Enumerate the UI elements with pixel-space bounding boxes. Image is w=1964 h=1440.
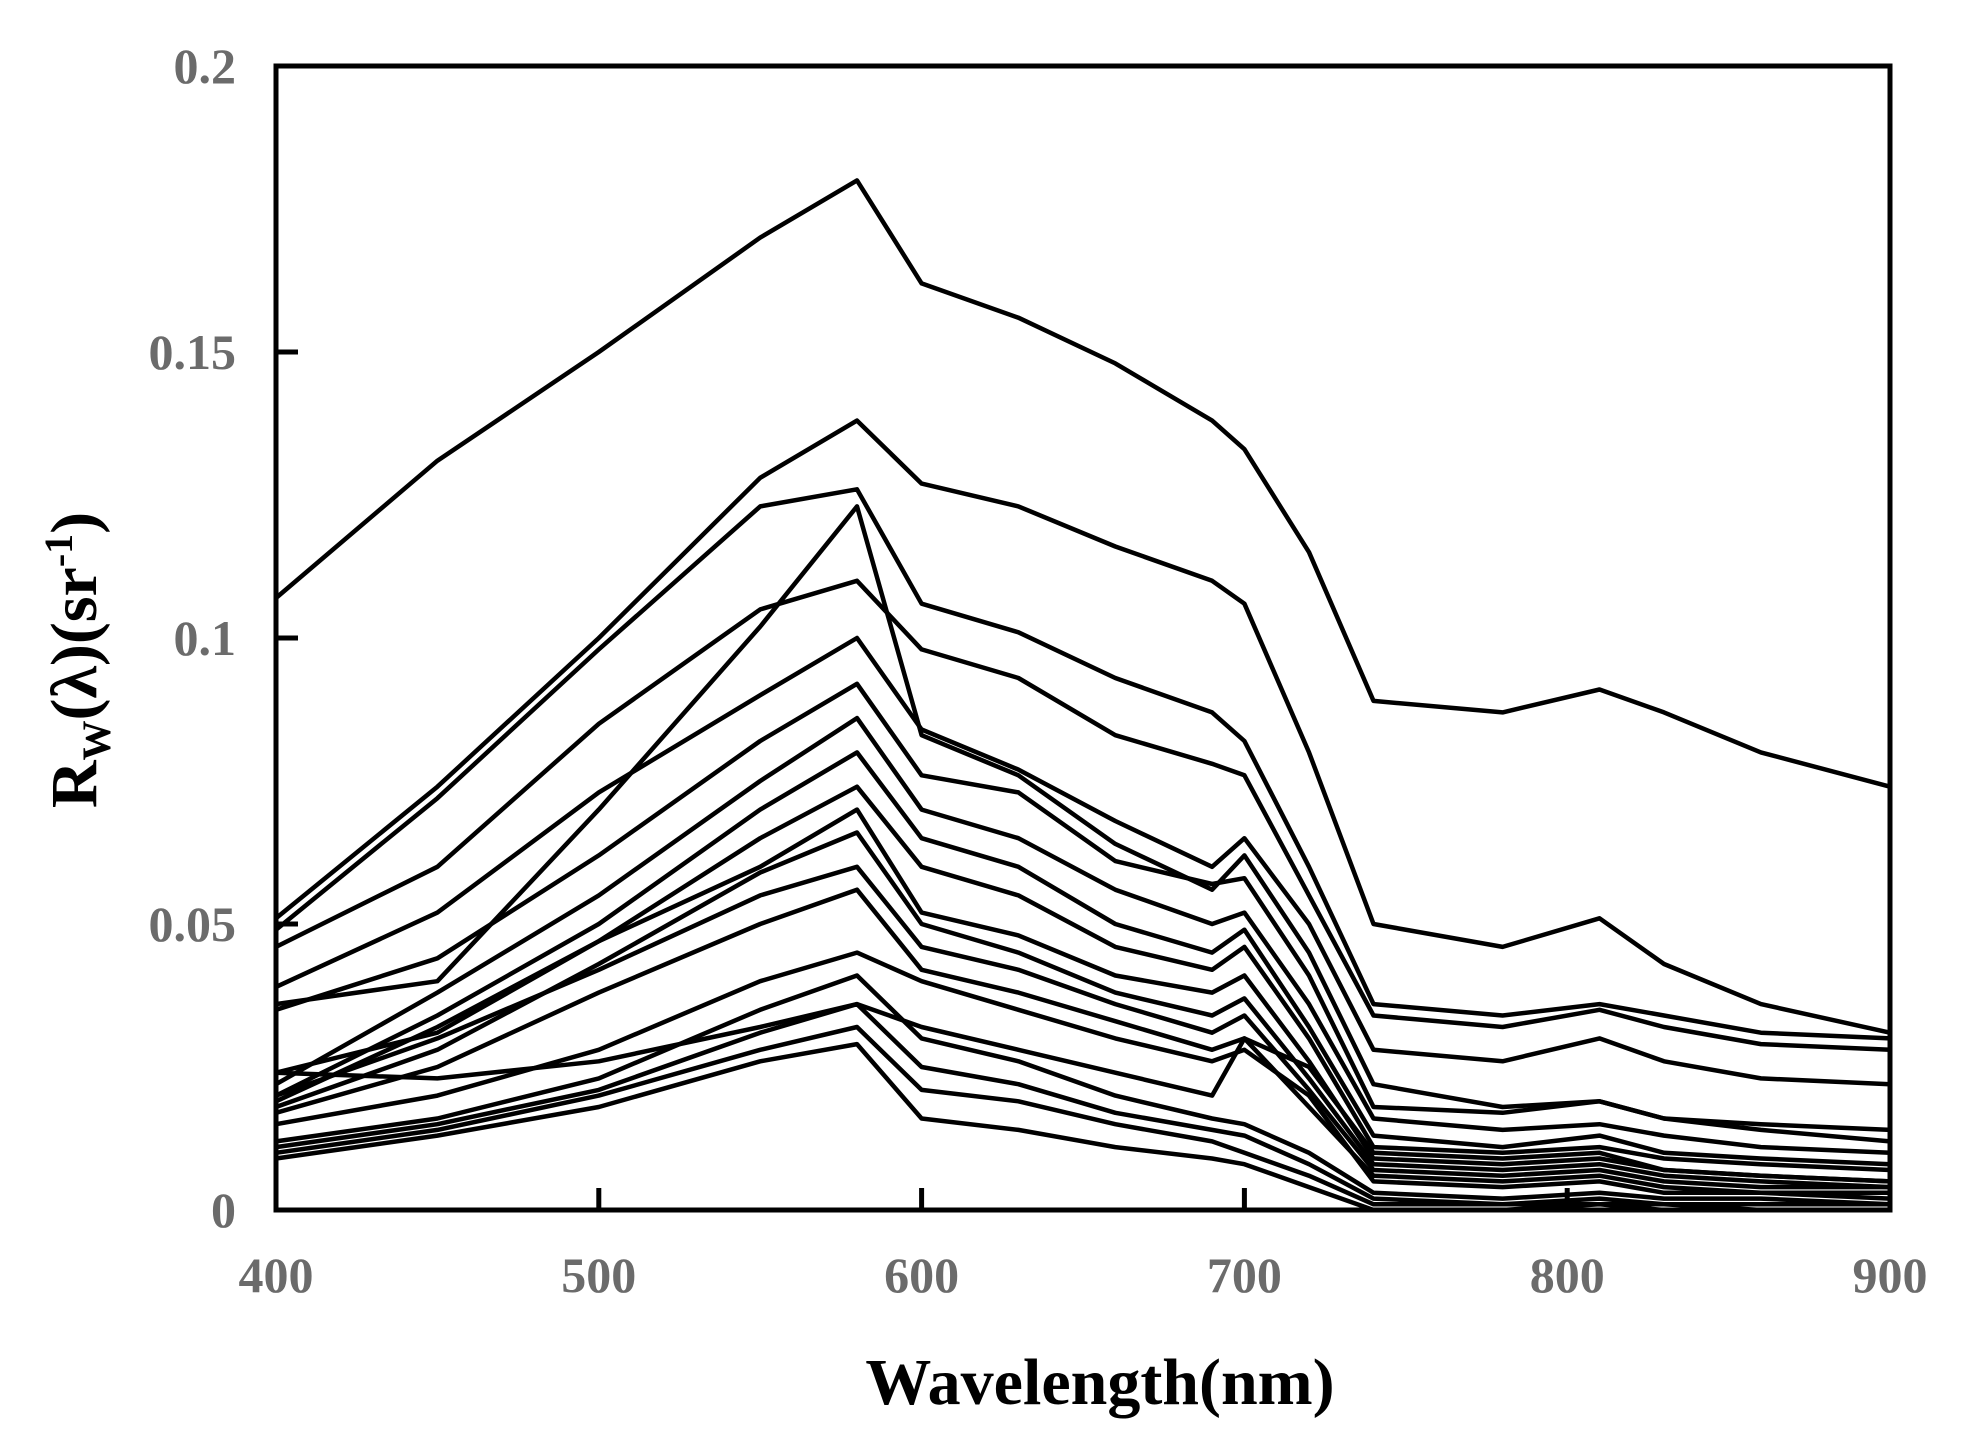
series-line-9 xyxy=(273,750,1893,1167)
y-axis-title-subscript: W xyxy=(74,720,119,760)
series-line-10 xyxy=(273,784,1893,1173)
x-tick-label: 600 xyxy=(884,1247,959,1303)
series-line-13 xyxy=(273,864,1893,1190)
series-line-1 xyxy=(273,178,1893,789)
series-line-11 xyxy=(273,807,1893,1184)
series-line-17 xyxy=(273,973,1893,1207)
x-tick-label: 800 xyxy=(1530,1247,1605,1303)
series-line-12 xyxy=(273,830,1893,1190)
series-line-20 xyxy=(273,1041,1893,1213)
x-tick-label: 500 xyxy=(561,1247,636,1303)
y-axis-title-main: R xyxy=(38,759,111,808)
y-axis-title-superscript: -1 xyxy=(36,534,81,567)
plot-frame xyxy=(273,63,1893,1213)
y-axis-title-end: ) xyxy=(38,512,111,534)
series-line-15 xyxy=(273,950,1893,1201)
x-tick-label: 900 xyxy=(1853,1247,1928,1303)
series-line-7 xyxy=(273,681,1893,1144)
series-line-16 xyxy=(273,1001,1893,1184)
y-tick-label: 0.1 xyxy=(174,610,237,666)
y-tick-label: 0 xyxy=(211,1182,236,1238)
series-layer xyxy=(273,178,1893,1213)
y-tick-label: 0.05 xyxy=(149,896,237,952)
y-tick-label: 0.2 xyxy=(174,38,237,94)
series-line-4 xyxy=(273,578,1893,1053)
series-line-18 xyxy=(273,1001,1893,1207)
series-line-8 xyxy=(273,715,1893,1156)
series-line-3 xyxy=(273,487,1893,1041)
x-tick-label: 700 xyxy=(1207,1247,1282,1303)
series-line-6 xyxy=(273,504,1893,1133)
ticks-layer: 400 500 600 700 800 900 0 0.05 0.1 0.15 0.2 xyxy=(149,38,1928,1303)
x-axis-title: Wavelength(nm) xyxy=(865,1346,1334,1419)
y-tick-label: 0.15 xyxy=(149,324,237,380)
x-tick-label: 400 xyxy=(239,1247,314,1303)
series-line-2 xyxy=(273,418,1893,1035)
series-line-5 xyxy=(273,635,1893,1087)
y-axis-title-middle: (λ)(sr xyxy=(38,567,111,720)
y-axis-title: RW(λ)(sr-1) xyxy=(36,512,119,808)
series-line-14 xyxy=(273,887,1893,1196)
